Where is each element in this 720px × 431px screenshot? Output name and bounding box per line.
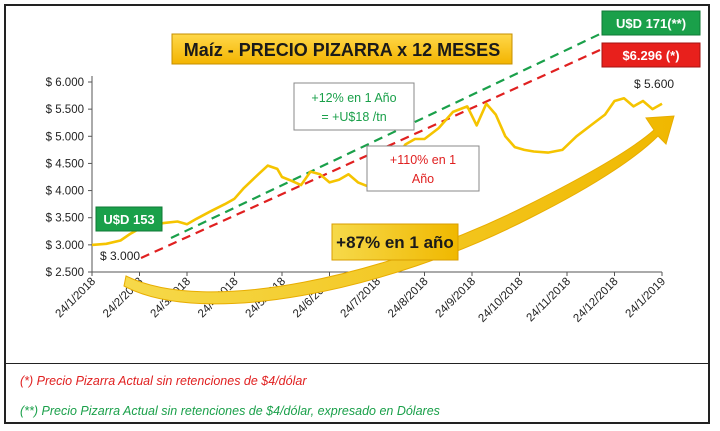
x-tick-label: 24/1/2019 <box>623 276 668 321</box>
trend-line-usd <box>170 33 601 239</box>
chart-area: $ 2.500 $ 3.000 $ 3.500 $ 4.000 $ 4.500 $ 5.0… <box>6 6 708 364</box>
y-tick-label: $ 3.500 <box>46 213 84 225</box>
trend-line-ars <box>140 48 601 260</box>
growth-label: +87% en 1 año <box>336 233 454 252</box>
usd-end-box <box>601 10 701 36</box>
x-tick-label: 24/12/2018 <box>571 276 620 325</box>
y-tick-label: $ 2.500 <box>46 267 84 279</box>
end-value-label: $ 5.600 <box>634 77 674 91</box>
y-tick-label: $ 5.000 <box>46 131 84 143</box>
x-tick-label: 24/11/2018 <box>525 276 574 325</box>
usd-change-line1: +12% en 1 Año <box>311 91 396 105</box>
usd-start-box <box>95 206 163 232</box>
ars-end-label: $6.296 (*) <box>622 48 679 63</box>
y-tick-label: $ 5.500 <box>46 104 84 116</box>
y-tick-label: $ 4.000 <box>46 186 84 198</box>
usd-change-box <box>293 82 415 131</box>
footnote-usd: (**) Precio Pizarra Actual sin retencion… <box>20 404 440 418</box>
price-chart: $ 2.500 $ 3.000 $ 3.500 $ 4.000 $ 4.500 $ 5.0… <box>46 10 701 325</box>
x-tick-label: 24/8/2018 <box>386 276 431 321</box>
start-value-label: $ 3.000 <box>100 249 140 263</box>
y-tick-label: $ 4.500 <box>46 158 84 170</box>
growth-arrow <box>123 115 675 305</box>
y-tick-label: $ 6.000 <box>46 77 84 89</box>
x-tick-label: 24/1/2018 <box>53 276 98 321</box>
ars-end-box <box>601 42 701 68</box>
ars-change-line2: Año <box>412 172 434 186</box>
ars-change-line1: +110% en 1 <box>390 153 456 167</box>
footnote-ars: (*) Precio Pizarra Actual sin retencione… <box>20 374 307 388</box>
growth-label-box <box>331 223 459 261</box>
x-tick-label: 24/9/2018 <box>433 276 478 321</box>
chart-title-box <box>171 33 513 65</box>
usd-end-label: U$D 171(**) <box>616 16 686 31</box>
usd-change-line2: = +U$18 /tn <box>321 110 386 124</box>
ars-change-box <box>366 145 480 192</box>
x-tick-label: 24/10/2018 <box>476 276 525 325</box>
chart-title: Maíz - PRECIO PIZARRA x 12 MESES <box>184 40 500 60</box>
chart-frame: $ 2.500 $ 3.000 $ 3.500 $ 4.000 $ 4.500 $ 5.0… <box>4 4 710 424</box>
y-tick-label: $ 3.000 <box>46 240 84 252</box>
usd-start-label: U$D 153 <box>103 212 154 227</box>
